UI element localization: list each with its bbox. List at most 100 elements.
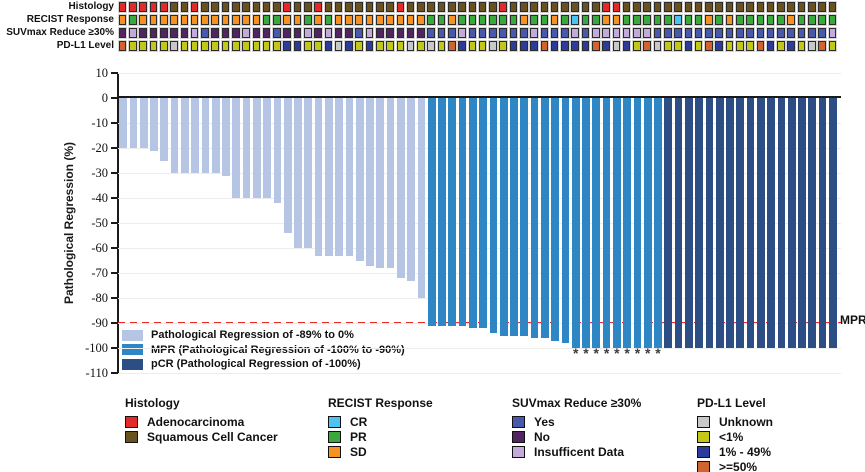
suvmax-annotation-square [242,28,250,38]
legend-label: SD [350,444,367,459]
histology-annotation-square [396,2,405,12]
legend-item: No [512,429,641,444]
pdl1-annotation-square [622,41,631,51]
suvmax-annotation-square [262,28,271,38]
regression-bar [150,98,158,151]
suvmax-annotation-square [252,28,261,38]
legend-swatch [328,430,341,443]
suvmax-annotation-square [550,28,559,38]
regression-bar [458,98,467,326]
recist-annotation-square [314,15,322,25]
regression-bar [551,98,559,341]
plot-legend: Pathological Regression of -89% to 0% MPR… [122,329,405,370]
pdl1-annotation-square [345,41,353,51]
regression-bar [427,98,436,326]
mpr-threshold-label: MPR [840,313,865,327]
legend-group-title: RECIST Response [328,396,433,410]
histology-annotation-square [221,2,230,12]
regression-bar [335,98,343,256]
legend-label: Pathological Regression of -89% to 0% [151,329,354,341]
suvmax-annotation-square [581,28,590,38]
recist-annotation-square [766,15,775,25]
regression-bar [139,98,148,148]
pdl1-annotation-square [427,41,436,51]
legend-label: Yes [534,414,555,429]
suvmax-annotation-square [149,28,158,38]
histology-annotation-square [129,2,137,12]
suvmax-annotation-square [807,28,816,38]
regression-bar [386,98,395,268]
histology-annotation-square [509,2,518,12]
legend-item: >=50% [697,459,773,472]
pdl1-annotation-square [489,41,497,51]
regression-bar [232,98,241,198]
axis-tick-label: -100 [85,341,108,355]
recist-annotation-square [345,15,353,25]
histology-annotation-square [818,2,826,12]
axis-tick [111,297,118,299]
track-label-pdl1: PD-L1 Level [56,40,114,51]
regression-bar [818,98,827,348]
histology-annotation-square [735,2,744,12]
pdl1-annotation-square [807,41,816,51]
pdl1-annotation-square [602,41,610,51]
histology-annotation-square [170,2,178,12]
recist-annotation-square [211,15,220,25]
histology-annotation-square [530,2,538,12]
legend-group: Histology Adenocarcinoma Squamous Cell Can… [125,396,278,444]
pdl1-annotation-square [170,41,178,51]
suvmax-annotation-square [159,28,168,38]
recist-annotation-square [468,15,477,25]
axis-tick-label: -110 [85,366,108,380]
pdl1-annotation-square [694,41,703,51]
pdl1-annotation-square [211,41,220,51]
recist-annotation-square [602,15,610,25]
regression-bar [674,98,683,348]
regression-bar [705,98,714,348]
histology-annotation-square [283,2,292,12]
legend-swatch [328,445,341,458]
histology-annotation-square [653,2,662,12]
suvmax-annotation-square [530,28,538,38]
suvmax-annotation-square [725,28,734,38]
recist-annotation-square [221,15,230,25]
recist-annotation-square [437,15,446,25]
histology-annotation-square [787,2,796,12]
legend-item: Insufficent Data [512,444,641,459]
suvmax-annotation-square [324,28,333,38]
axis-tick-label: 10 [95,66,109,80]
axis-tick-label: -40 [91,191,108,205]
suvmax-annotation-square [468,28,477,38]
pdl1-annotation-square [221,41,230,51]
pdl1-annotation-square [643,41,652,51]
histology-annotation-square [550,2,559,12]
recist-annotation-square [561,15,569,25]
pdl1-annotation-square [684,41,693,51]
axis-tick [111,197,118,199]
histology-annotation-square [468,2,477,12]
plot-legend-item: MPR (Pathological Regression of -100% to… [122,344,405,356]
histology-annotation-square [180,2,189,12]
pdl1-annotation-square [303,41,312,51]
significance-asterisk: * [603,345,610,361]
pdl1-annotation-square [591,41,600,51]
regression-bar [448,98,457,326]
legend-swatch [512,415,525,428]
axis-tick [111,147,118,149]
suvmax-annotation-square [180,28,189,38]
legend-group-title: PD-L1 Level [697,396,766,410]
legend-item: 1% - 49% [697,444,773,459]
significance-asterisk: * [583,345,589,361]
histology-annotation-square [828,2,837,12]
regression-bar [181,98,189,173]
pdl1-annotation-square [766,41,775,51]
regression-bar [283,98,292,233]
suvmax-annotation-square [417,28,425,38]
histology-annotation-square [777,2,785,12]
regression-bar [829,98,837,348]
regression-bar [211,98,220,173]
axis-tick [111,272,118,274]
suvmax-annotation-square [458,28,466,38]
recist-annotation-square [653,15,662,25]
